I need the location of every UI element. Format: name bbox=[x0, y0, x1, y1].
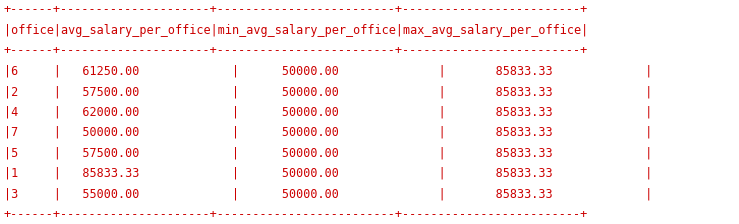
Text: |6     |   61250.00             |      50000.00              |       85833.33   : |6 | 61250.00 | 50000.00 | 85833.33 bbox=[4, 65, 653, 78]
Text: +------+---------------------+-------------------------+------------------------: +------+---------------------+----------… bbox=[4, 4, 588, 17]
Text: +------+---------------------+-------------------------+------------------------: +------+---------------------+----------… bbox=[4, 44, 588, 57]
Text: |4     |   62000.00             |      50000.00              |       85833.33   : |4 | 62000.00 | 50000.00 | 85833.33 bbox=[4, 106, 653, 118]
Text: |2     |   57500.00             |      50000.00              |       85833.33   : |2 | 57500.00 | 50000.00 | 85833.33 bbox=[4, 85, 653, 98]
Text: |office|avg_salary_per_office|min_avg_salary_per_office|max_avg_salary_per_offic: |office|avg_salary_per_office|min_avg_sa… bbox=[4, 24, 588, 37]
Text: +------+---------------------+-------------------------+------------------------: +------+---------------------+----------… bbox=[4, 207, 588, 220]
Text: |1     |   85833.33             |      50000.00              |       85833.33   : |1 | 85833.33 | 50000.00 | 85833.33 bbox=[4, 167, 653, 180]
Text: |3     |   55000.00             |      50000.00              |       85833.33   : |3 | 55000.00 | 50000.00 | 85833.33 bbox=[4, 187, 653, 200]
Text: |7     |   50000.00             |      50000.00              |       85833.33   : |7 | 50000.00 | 50000.00 | 85833.33 bbox=[4, 126, 653, 139]
Text: |5     |   57500.00             |      50000.00              |       85833.33   : |5 | 57500.00 | 50000.00 | 85833.33 bbox=[4, 146, 653, 159]
